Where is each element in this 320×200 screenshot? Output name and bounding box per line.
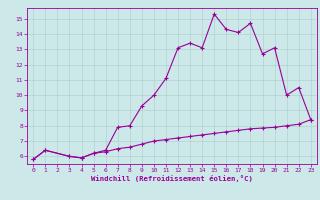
X-axis label: Windchill (Refroidissement éolien,°C): Windchill (Refroidissement éolien,°C): [91, 175, 253, 182]
